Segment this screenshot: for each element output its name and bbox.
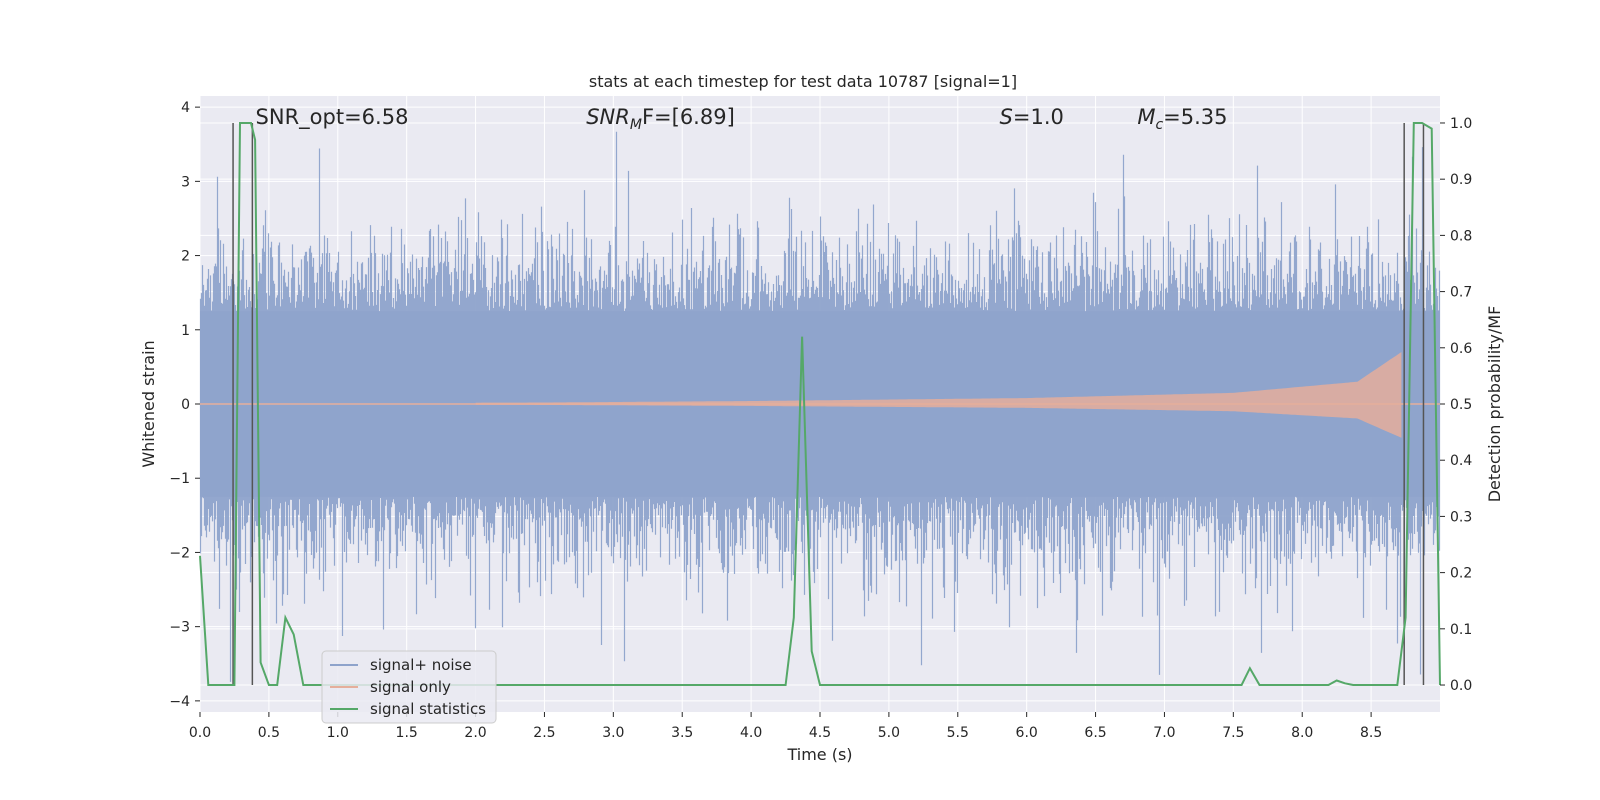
- x-tick-label: 5.5: [947, 725, 969, 741]
- annotation-text: SNR_opt=6.58: [256, 105, 409, 130]
- y2-tick-label: 0.1: [1450, 622, 1472, 638]
- signal-only-envelope: [475, 352, 1402, 438]
- x-tick-label: 6.5: [1084, 725, 1106, 741]
- y-tick-label: −4: [169, 694, 190, 710]
- x-tick-label: 5.0: [878, 725, 900, 741]
- y2-tick-label: 0.2: [1450, 566, 1472, 582]
- x-tick-label: 8.5: [1360, 725, 1382, 741]
- x-tick-label: 0.0: [189, 725, 211, 741]
- signal-statistics-line: [199, 122, 1441, 686]
- legend-label: signal+ noise: [370, 656, 472, 674]
- y2-tick-label: 0.7: [1450, 285, 1472, 301]
- y2-tick-label: 0.8: [1450, 228, 1472, 244]
- x-tick-label: 7.0: [1153, 725, 1175, 741]
- x-tick-label: 1.5: [396, 725, 418, 741]
- y2-tick-label: 0.0: [1450, 678, 1472, 694]
- y-tick-label: 0: [181, 397, 190, 413]
- annotation-value: =5.35: [1163, 105, 1227, 129]
- annotation-value: =1.0: [1013, 105, 1064, 129]
- x-tick-label: 6.0: [1016, 725, 1038, 741]
- y2-tick-label: 1.0: [1450, 116, 1472, 132]
- y-tick-label: 2: [181, 249, 190, 265]
- y-tick-label: −2: [169, 545, 190, 561]
- x-tick-label: 7.5: [1222, 725, 1244, 741]
- annotation: SNRMF=[6.89]: [586, 105, 735, 133]
- annotation-symbol: M: [1137, 105, 1155, 129]
- y-tick-label: −3: [169, 620, 190, 636]
- x-tick-label: 8.0: [1291, 725, 1313, 741]
- annotation: SNR_opt=6.58: [256, 105, 409, 130]
- x-tick-label: 2.0: [464, 725, 486, 741]
- vertical-markers: [232, 122, 1425, 686]
- x-tick-label: 3.0: [602, 725, 624, 741]
- chart-title: stats at each timestep for test data 107…: [589, 72, 1017, 91]
- y-tick-label: −1: [169, 471, 190, 487]
- x-tick-label: 3.5: [671, 725, 693, 741]
- legend-box: [321, 650, 497, 724]
- y2-axis-ticks: 1.0 0.9 0.8 0.7 0.6 0.5 0.4 0.3 0.2 0.1 0.0: [1440, 116, 1472, 694]
- y2-axis-label: Detection probability/MF: [1485, 306, 1504, 503]
- y-tick-label: 4: [181, 100, 190, 116]
- y2-tick-label: 0.6: [1450, 341, 1472, 357]
- series-signal-statistics: [199, 122, 1441, 686]
- x-tick-label: 0.5: [258, 725, 280, 741]
- y-axis-ticks: 4 3 2 1 0 −1 −2 −3 −4: [169, 100, 200, 710]
- legend-label: signal statistics: [370, 700, 486, 718]
- annotation-subscript: M: [630, 117, 642, 133]
- legend: signal+ noise signal only signal statistic…: [321, 650, 497, 724]
- annotation-subscript: c: [1155, 117, 1163, 133]
- annotations: SNR_opt=6.58 SNRMF=[6.89] S=1.0 Mc=5.35: [256, 105, 1228, 133]
- annotation-value: F=[6.89]: [642, 105, 735, 129]
- x-tick-label: 4.5: [809, 725, 831, 741]
- x-tick-label: 2.5: [533, 725, 555, 741]
- x-tick-label: 4.0: [740, 725, 762, 741]
- y2-tick-label: 0.3: [1450, 509, 1472, 525]
- y-tick-label: 1: [181, 323, 190, 339]
- y2-tick-label: 0.5: [1450, 397, 1472, 413]
- annotation: Mc=5.35: [1137, 105, 1227, 133]
- x-axis-ticks: 0.0 0.5 1.0 1.5 2.0 2.5 3.0 3.5 4.0 4.5 5.0 5.5 6.0 6…: [189, 712, 1382, 741]
- x-axis-label: Time (s): [786, 745, 852, 764]
- series-signal-only: [200, 352, 1440, 438]
- y2-tick-label: 0.9: [1450, 172, 1472, 188]
- annotation: S=1.0: [1000, 105, 1064, 129]
- x-tick-label: 1.0: [327, 725, 349, 741]
- legend-label: signal only: [370, 678, 451, 696]
- y-axis-label: Whitened strain: [139, 340, 158, 467]
- annotation-symbol: SNR: [586, 105, 630, 129]
- y-tick-label: 3: [181, 174, 190, 190]
- y2-tick-label: 0.4: [1450, 453, 1472, 469]
- annotation-symbol: S: [1000, 105, 1013, 129]
